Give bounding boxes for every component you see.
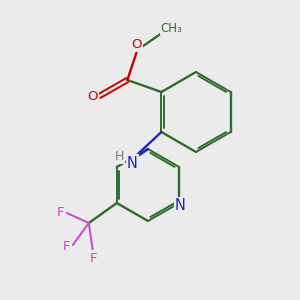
Text: N: N [127,155,138,170]
Text: N: N [175,199,186,214]
Text: F: F [63,239,70,253]
Text: H: H [115,149,124,163]
Text: O: O [131,38,142,50]
Text: O: O [87,89,98,103]
Text: F: F [57,206,64,218]
Text: F: F [90,251,98,265]
Text: CH₃: CH₃ [160,22,182,34]
